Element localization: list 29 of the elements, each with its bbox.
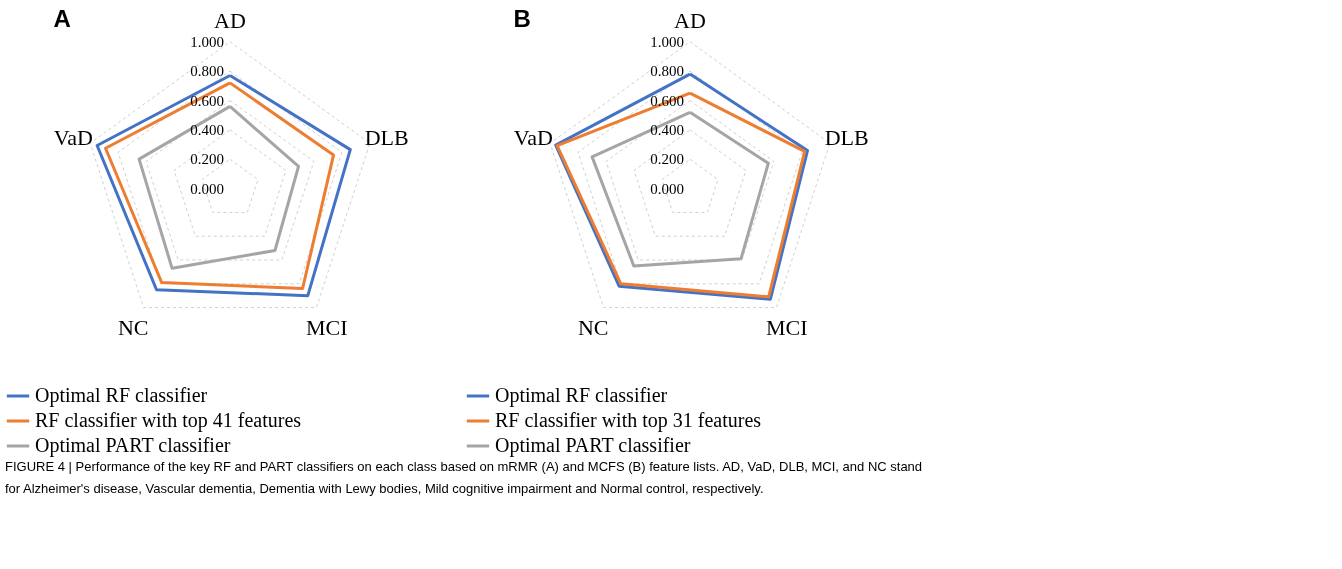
caption: FIGURE 4 | Performance of the key RF and PART classifiers on each class based on mRMR (A) and MCFS (B) feature lists. AD, VaD, DLB, MCI, and NC stand for Alzheimer's disease, Vascular dementia, Dementia with Lewy bodies, Mild cognitive impairment and Normal control, respectively. <box>5 459 923 496</box>
legend-label: Optimal RF classifier <box>35 384 208 407</box>
y-tick-label: 1.000 <box>650 33 684 50</box>
spoke-label: NC <box>117 314 149 340</box>
y-tick-label: 0.200 <box>650 151 684 168</box>
legend-label: Optimal PART classifier <box>35 434 231 457</box>
y-tick-label: 0.800 <box>190 63 224 80</box>
spoke-label: DLB <box>364 124 409 150</box>
legend-label: Optimal PART classifier <box>495 434 691 457</box>
spoke-label: DLB <box>824 124 869 150</box>
y-tick-label: 0.800 <box>650 63 684 80</box>
spoke-label: MCI <box>766 314 808 340</box>
spoke-label: MCI <box>306 314 348 340</box>
legend-label: RF classifier with top 41 features <box>35 409 302 432</box>
spoke-label: AD <box>214 8 246 34</box>
spoke-label: VaD <box>53 124 93 150</box>
legend-label: Optimal RF classifier <box>495 384 668 407</box>
y-tick-label: 0.000 <box>650 180 684 197</box>
legend-label: RF classifier with top 31 features <box>495 409 762 432</box>
y-tick-label: 1.000 <box>190 33 224 50</box>
y-tick-label: 0.400 <box>190 121 224 138</box>
chart-title: A <box>53 4 71 32</box>
spoke-label: VaD <box>513 124 553 150</box>
spoke-label: AD <box>674 8 706 34</box>
chart-title: B <box>513 4 531 32</box>
y-tick-label: 0.200 <box>190 151 224 168</box>
y-tick-label: 0.000 <box>190 180 224 197</box>
spoke-label: NC <box>577 314 609 340</box>
y-tick-label: 0.400 <box>650 121 684 138</box>
